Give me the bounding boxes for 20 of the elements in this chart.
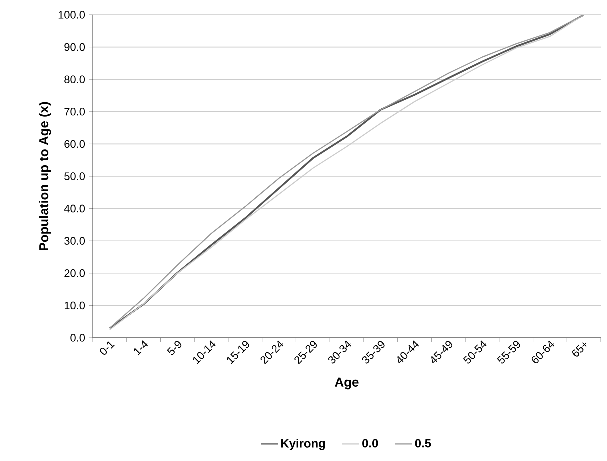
x-axis-title: Age <box>335 378 359 390</box>
y-tick-label: 50.0 <box>64 172 86 180</box>
y-tick-label: 20.0 <box>64 270 86 278</box>
x-tick-label: 5-9 <box>167 341 182 356</box>
legend-label: 0.0 <box>362 439 378 448</box>
y-tick-label: 10.0 <box>64 302 86 310</box>
y-axis-title: Population up to Age (x) <box>39 102 52 250</box>
legend-label: 0.5 <box>415 439 432 448</box>
y-tick-label: 90.0 <box>64 43 86 52</box>
y-tick-label: 100.0 <box>58 11 86 19</box>
x-tick-label: 1-4 <box>134 340 148 356</box>
y-tick-label: 70.0 <box>64 108 86 116</box>
x-tick-label: 0-1 <box>100 341 115 355</box>
y-tick-label: 30.0 <box>64 237 86 245</box>
y-tick-label: 0.0 <box>70 334 86 342</box>
y-tick-label: 40.0 <box>64 204 86 213</box>
y-tick-label: 60.0 <box>64 140 86 148</box>
x-tick-label: 65+ <box>572 342 587 357</box>
legend-label: Kyirong <box>282 439 326 450</box>
y-tick-label: 80.0 <box>64 76 86 84</box>
